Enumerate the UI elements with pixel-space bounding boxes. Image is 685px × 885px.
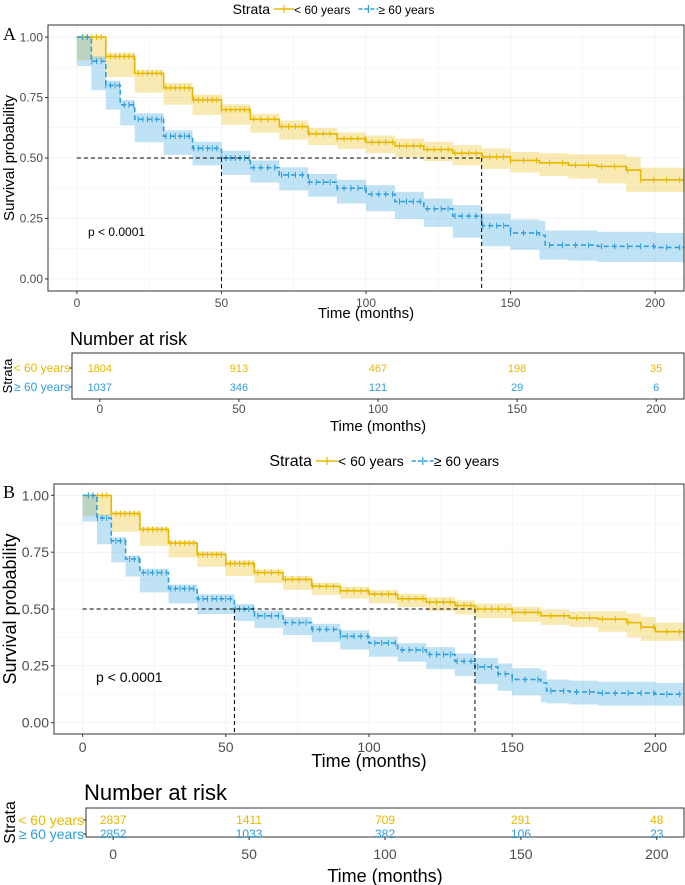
risk-x-tick-label: 50 (241, 846, 257, 862)
risk-count: 2852 (100, 827, 127, 841)
legend: Strata < 60 years ≥ 60 years (269, 453, 499, 470)
risk-x-tick-label: 200 (646, 402, 666, 416)
risk-x-tick-label: 50 (232, 402, 246, 416)
x-tick-label: 0 (79, 739, 87, 755)
risk-table-title: Number at risk (84, 780, 228, 805)
y-tick-label: 0.75 (20, 91, 44, 105)
risk-count: 1804 (88, 363, 112, 375)
risk-table: Number at risk< 60 years 2837 1411 709 291 48… (2, 780, 685, 885)
median-lines (82, 608, 476, 734)
x-tick-label: 200 (644, 739, 668, 755)
grid (54, 484, 684, 734)
y-tick-label: 0.00 (22, 715, 49, 731)
risk-count: 1033 (236, 827, 263, 841)
risk-count: 1037 (88, 382, 112, 394)
ci-ribbon-1 (76, 37, 685, 192)
risk-x-axis-label: Time (months) (327, 866, 442, 885)
panel-label: A (3, 24, 16, 44)
risk-count: 106 (511, 827, 531, 841)
risk-row-label-2: ≥ 60 years (14, 380, 70, 394)
x-tick-label: 50 (218, 739, 234, 755)
risk-row-label-1: < 60 years (14, 361, 70, 375)
legend: Strata < 60 years ≥ 60 years (233, 1, 435, 17)
panel-label: B (3, 482, 15, 502)
x-axis-label: Time (months) (318, 305, 414, 322)
risk-y-axis-label: Strata (2, 801, 19, 844)
risk-count: 913 (230, 363, 248, 375)
risk-x-tick-label: 0 (96, 402, 103, 416)
risk-count: 291 (511, 813, 531, 827)
risk-row-label-1: < 60 years (18, 812, 84, 828)
legend-label-2: ≥ 60 years (434, 453, 499, 469)
risk-count: 6 (653, 382, 659, 394)
p-value-label: p < 0.0001 (96, 669, 163, 685)
risk-count: 198 (508, 363, 526, 375)
x-tick-label: 50 (215, 296, 229, 310)
risk-count: 2837 (100, 813, 127, 827)
y-tick-label: 0.25 (22, 658, 49, 674)
risk-count: 467 (369, 363, 387, 375)
ci-ribbon-1 (82, 495, 685, 641)
censor-marks-2 (82, 34, 681, 251)
y-axis-label: Survival probability (1, 95, 18, 221)
risk-count: 23 (650, 827, 664, 841)
risk-count: 709 (375, 813, 395, 827)
legend-title: Strata (269, 453, 312, 470)
risk-x-tick-label: 0 (109, 846, 117, 862)
risk-count: 1411 (236, 813, 262, 827)
x-axis-label: Time (months) (311, 751, 426, 771)
y-tick-label: 0.50 (20, 151, 44, 165)
y-tick-label: 1.00 (20, 30, 44, 44)
x-tick-label: 200 (645, 296, 665, 310)
risk-count: 346 (230, 382, 248, 394)
risk-x-tick-label: 100 (373, 846, 397, 862)
risk-x-tick-label: 150 (509, 846, 533, 862)
x-tick-label: 100 (356, 296, 376, 310)
risk-count: 35 (650, 363, 662, 375)
y-tick-label: 0.25 (20, 212, 44, 226)
legend-title: Strata (233, 1, 271, 17)
y-tick-label: 0.75 (22, 544, 49, 560)
risk-table-border (71, 352, 685, 400)
legend-label-1: < 60 years (338, 453, 404, 469)
y-tick-label: 1.00 (22, 487, 49, 503)
risk-count: 382 (375, 827, 395, 841)
risk-row-label-2: ≥ 60 years (19, 826, 84, 842)
censor-marks-2 (87, 492, 681, 698)
survival-curve-1 (82, 494, 684, 633)
x-tick-label: 150 (501, 739, 525, 755)
p-value-label: p < 0.0001 (88, 225, 145, 239)
survival-curve-1 (76, 36, 684, 181)
y-tick-label: 0.00 (20, 272, 44, 286)
survival-curve-2 (82, 494, 684, 696)
risk-count: 48 (650, 813, 664, 827)
legend-label-1: < 60 years (294, 3, 350, 17)
legend-label-2: ≥ 60 years (378, 3, 434, 17)
x-tick-label: 100 (357, 739, 381, 755)
risk-y-axis-label: Strata (0, 358, 15, 393)
risk-x-tick-label: 150 (507, 402, 527, 416)
risk-table: Number at risk< 60 years 1804 913 467 198 35 ≥… (0, 329, 685, 435)
risk-count: 29 (511, 382, 523, 394)
y-tick-label: 0.50 (22, 601, 49, 617)
risk-table-title: Number at risk (70, 329, 188, 349)
risk-x-tick-label: 200 (645, 846, 669, 862)
censor-marks-1 (82, 34, 681, 183)
risk-x-axis-label: Time (months) (330, 418, 426, 435)
x-tick-label: 0 (74, 296, 81, 310)
censor-marks-1 (87, 492, 681, 635)
risk-x-tick-label: 100 (368, 402, 388, 416)
x-tick-label: 150 (501, 296, 521, 310)
y-axis-label: Survival probability (0, 533, 20, 684)
median-lines (76, 157, 483, 291)
risk-count: 121 (369, 382, 387, 394)
